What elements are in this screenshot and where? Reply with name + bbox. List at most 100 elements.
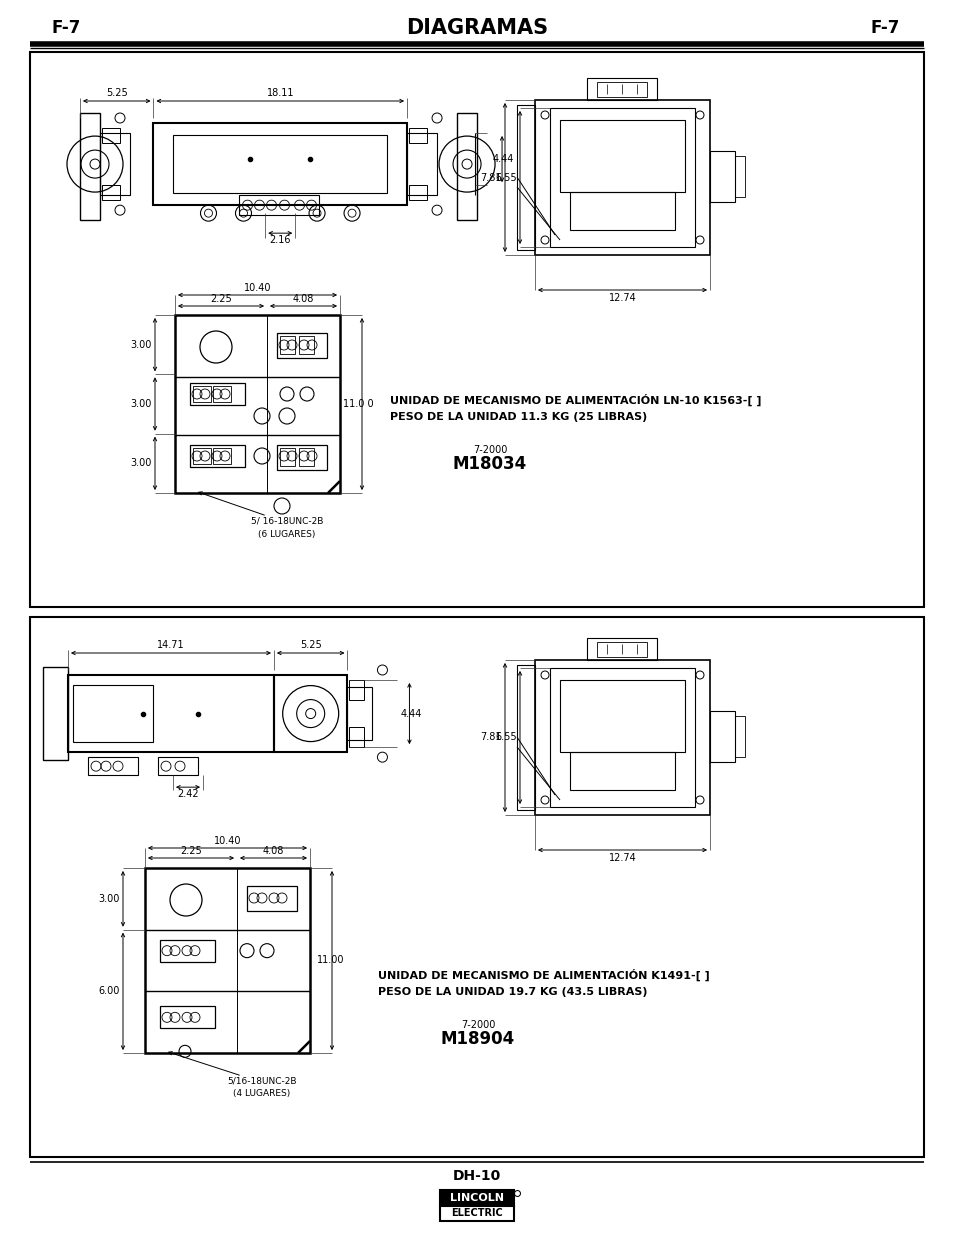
Bar — [276, 445, 327, 471]
Bar — [347, 687, 372, 740]
Bar — [190, 445, 245, 467]
Text: 12.74: 12.74 — [608, 293, 636, 303]
Text: 11.0 0: 11.0 0 — [343, 399, 374, 409]
Text: 7-2000: 7-2000 — [460, 1020, 495, 1030]
Bar — [276, 333, 327, 358]
Bar — [73, 685, 152, 742]
Bar — [409, 128, 427, 143]
Text: 3.00: 3.00 — [131, 399, 152, 409]
Bar — [213, 448, 231, 464]
Text: DIAGRAMAS: DIAGRAMAS — [406, 19, 547, 38]
Bar — [709, 711, 734, 762]
Bar — [280, 336, 294, 354]
Text: 7.81: 7.81 — [480, 732, 501, 742]
Text: M18904: M18904 — [440, 1030, 515, 1049]
Bar — [30, 52, 923, 606]
Text: 7.81: 7.81 — [480, 173, 501, 183]
Bar — [597, 642, 646, 657]
Text: F-7: F-7 — [870, 19, 899, 37]
Bar — [517, 664, 535, 810]
Bar — [43, 667, 68, 761]
Text: 2.42: 2.42 — [177, 789, 198, 799]
Bar — [100, 133, 130, 195]
Bar — [247, 885, 296, 911]
Bar — [280, 448, 294, 466]
Bar — [586, 78, 657, 100]
Text: 4.08: 4.08 — [293, 294, 314, 304]
Bar — [173, 135, 387, 193]
Text: ELECTRIC: ELECTRIC — [451, 1209, 502, 1219]
Text: 5/ 16-18UNC-2B: 5/ 16-18UNC-2B — [251, 516, 323, 526]
Text: LINCOLN: LINCOLN — [450, 1193, 503, 1203]
Bar — [174, 315, 339, 493]
Text: F-7: F-7 — [52, 19, 81, 37]
Bar — [190, 383, 245, 405]
Text: (6 LUGARES): (6 LUGARES) — [258, 530, 315, 538]
Text: 5/16-18UNC-2B: 5/16-18UNC-2B — [227, 1077, 296, 1086]
Bar — [550, 668, 695, 806]
Text: 11.00: 11.00 — [316, 956, 344, 966]
Text: 6.55: 6.55 — [495, 173, 517, 183]
Bar — [569, 752, 675, 790]
Bar — [709, 151, 734, 203]
Text: 10.40: 10.40 — [244, 283, 271, 293]
Bar — [407, 133, 436, 195]
Bar — [439, 1191, 514, 1207]
Bar — [349, 727, 364, 747]
Text: 5.25: 5.25 — [299, 640, 321, 650]
Bar — [239, 195, 319, 215]
Bar — [160, 1007, 214, 1029]
Text: PESO DE LA UNIDAD 11.3 KG (25 LIBRAS): PESO DE LA UNIDAD 11.3 KG (25 LIBRAS) — [390, 412, 646, 422]
Bar — [80, 112, 100, 220]
Text: 6.00: 6.00 — [98, 987, 120, 997]
Bar — [409, 185, 427, 200]
Bar — [102, 185, 120, 200]
Bar — [274, 676, 347, 752]
Text: DH-10: DH-10 — [453, 1170, 500, 1183]
Bar — [30, 618, 923, 1157]
Bar — [550, 107, 695, 247]
Text: 2.25: 2.25 — [180, 846, 202, 856]
Text: 7-2000: 7-2000 — [473, 445, 507, 454]
Bar — [734, 156, 744, 198]
Bar — [298, 336, 314, 354]
Bar — [158, 757, 198, 776]
Bar — [213, 387, 231, 403]
Text: UNIDAD DE MECANISMO DE ALIMENTACIÓN K1491-[ ]: UNIDAD DE MECANISMO DE ALIMENTACIÓN K149… — [377, 969, 709, 981]
Text: 3.00: 3.00 — [98, 894, 120, 904]
Text: 4.44: 4.44 — [492, 154, 514, 164]
Text: 4.08: 4.08 — [262, 846, 284, 856]
Bar — [456, 112, 476, 220]
Bar — [597, 82, 646, 98]
Text: 2.25: 2.25 — [210, 294, 232, 304]
Text: 14.71: 14.71 — [157, 640, 185, 650]
Bar — [517, 105, 535, 249]
Text: 4.44: 4.44 — [399, 709, 421, 719]
Bar — [68, 676, 274, 752]
Bar — [145, 868, 310, 1053]
Text: 6.55: 6.55 — [495, 732, 517, 742]
Bar — [559, 120, 684, 191]
Bar — [586, 638, 657, 659]
Bar — [535, 659, 709, 815]
Bar — [153, 124, 407, 205]
Text: 3.00: 3.00 — [131, 340, 152, 350]
Bar — [349, 680, 364, 700]
Text: 5.25: 5.25 — [106, 88, 128, 98]
Bar — [193, 448, 211, 464]
Text: 18.11: 18.11 — [266, 88, 294, 98]
Bar — [298, 448, 314, 466]
Bar — [734, 716, 744, 757]
Text: (4 LUGARES): (4 LUGARES) — [233, 1089, 291, 1098]
Text: UNIDAD DE MECANISMO DE ALIMENTACIÓN LN-10 K1563-[ ]: UNIDAD DE MECANISMO DE ALIMENTACIÓN LN-1… — [390, 394, 760, 406]
Bar — [535, 100, 709, 254]
Text: 3.00: 3.00 — [131, 458, 152, 468]
Bar — [569, 191, 675, 230]
Text: M18034: M18034 — [453, 454, 527, 473]
Bar — [559, 680, 684, 752]
Bar — [88, 757, 138, 776]
Bar — [439, 1207, 514, 1221]
Text: 12.74: 12.74 — [608, 853, 636, 863]
Text: 2.16: 2.16 — [270, 235, 291, 246]
Bar — [102, 128, 120, 143]
